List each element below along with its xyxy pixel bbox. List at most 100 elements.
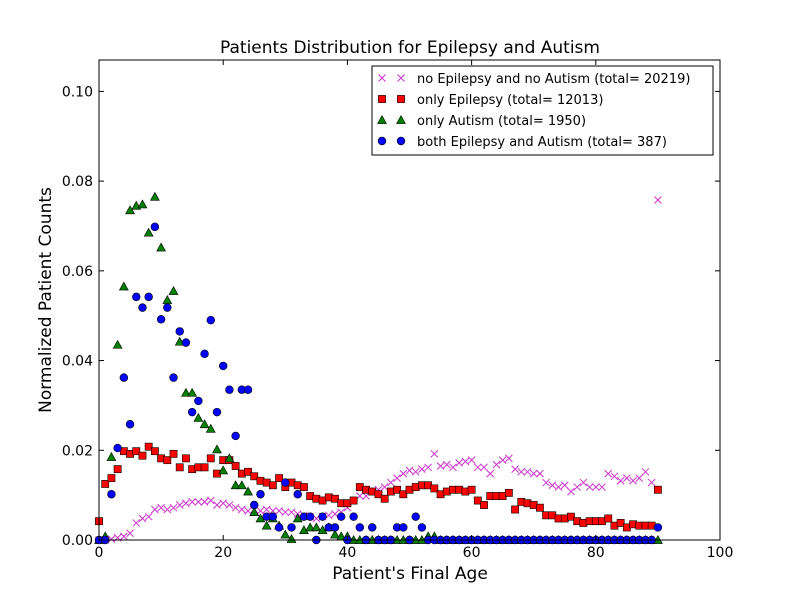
series-layer [94, 191, 663, 545]
legend-marker [397, 95, 405, 103]
data-point [417, 523, 427, 532]
data-point [629, 476, 637, 485]
data-point [274, 523, 284, 532]
data-point [175, 501, 184, 509]
data-point [573, 483, 582, 491]
legend-entry: no Epilepsy and no Autism (total= 20219) [378, 72, 690, 87]
data-point [243, 385, 253, 394]
data-point [187, 387, 198, 397]
data-point [169, 449, 178, 458]
data-point [653, 523, 663, 532]
data-point [125, 205, 135, 215]
data-point [268, 512, 278, 521]
data-point [567, 512, 575, 521]
ticks-layer: 0 20 40 60 80 100 0.00 0.02 0.04 0.06 0.08 0.10 [62, 60, 734, 561]
legend-marker [378, 74, 386, 82]
data-point [269, 506, 277, 515]
data-point [647, 478, 656, 487]
data-point [132, 519, 141, 527]
data-point [224, 453, 235, 463]
data-point [480, 501, 488, 509]
data-point [194, 498, 203, 506]
data-point [101, 480, 110, 488]
data-point [399, 469, 408, 478]
data-point [156, 242, 167, 252]
data-point [119, 532, 128, 541]
y-tick-label: 0.08 [62, 174, 93, 190]
data-point [256, 506, 265, 515]
y-tick-label: 0.10 [62, 84, 93, 100]
data-point [622, 474, 631, 482]
x-tick-label: 80 [587, 545, 605, 561]
data-point [275, 506, 283, 515]
data-point [286, 534, 297, 543]
data-point [331, 494, 339, 503]
data-point [243, 486, 253, 496]
data-point [151, 505, 159, 514]
data-point [349, 512, 358, 521]
data-point [132, 292, 141, 302]
data-point [231, 462, 240, 470]
chart-title: Patients Distribution for Epilepsy and A… [220, 38, 600, 58]
data-point [418, 465, 426, 473]
data-point [604, 514, 613, 523]
data-point [473, 496, 482, 505]
data-point [213, 501, 221, 509]
legend-label: no Epilepsy and no Autism (total= 20219) [417, 72, 690, 87]
data-point [200, 463, 209, 472]
legend-entry: only Epilepsy (total= 12013) [378, 93, 603, 108]
data-point [225, 501, 234, 509]
data-point [536, 469, 544, 478]
data-point [237, 505, 246, 514]
data-point [169, 373, 178, 382]
data-point [311, 522, 322, 532]
plot-frame [98, 59, 721, 541]
x-tick-label: 100 [707, 545, 734, 561]
data-point [182, 499, 190, 508]
data-point [560, 481, 569, 490]
data-point [157, 503, 165, 512]
data-point [442, 460, 451, 469]
data-point [132, 447, 141, 456]
data-point [150, 447, 159, 456]
data-point [175, 327, 184, 336]
data-point [536, 503, 544, 512]
data-point [169, 503, 178, 512]
data-point [336, 512, 346, 521]
data-point [616, 476, 625, 485]
data-point [293, 490, 302, 499]
data-point [585, 483, 594, 491]
x-axis-label: Patient's Final Age [332, 564, 488, 584]
data-point [616, 519, 625, 527]
data-point [107, 490, 116, 499]
data-point [387, 478, 395, 487]
data-point [591, 483, 600, 491]
data-point [461, 457, 470, 466]
data-point [143, 227, 154, 237]
data-point [598, 483, 606, 491]
data-point [579, 478, 588, 487]
data-point [200, 349, 209, 359]
data-point [125, 420, 135, 429]
data-point [261, 520, 272, 530]
data-point [529, 469, 538, 478]
data-point [212, 407, 222, 417]
data-point [635, 474, 644, 482]
data-point [567, 487, 575, 496]
data-point [187, 407, 197, 417]
data-point [498, 456, 507, 465]
data-point [467, 456, 476, 465]
data-point [330, 529, 340, 539]
data-point [330, 523, 340, 532]
data-point [256, 490, 265, 499]
data-point [181, 387, 191, 397]
data-point [249, 507, 260, 517]
legend-label: only Autism (total= 1950) [417, 114, 586, 129]
x-tick-label: 60 [463, 545, 481, 561]
legend-entry: only Autism (total= 1950) [377, 114, 586, 129]
data-point [138, 514, 147, 523]
data-point [231, 431, 240, 441]
data-point [244, 467, 252, 476]
data-point [163, 303, 172, 312]
